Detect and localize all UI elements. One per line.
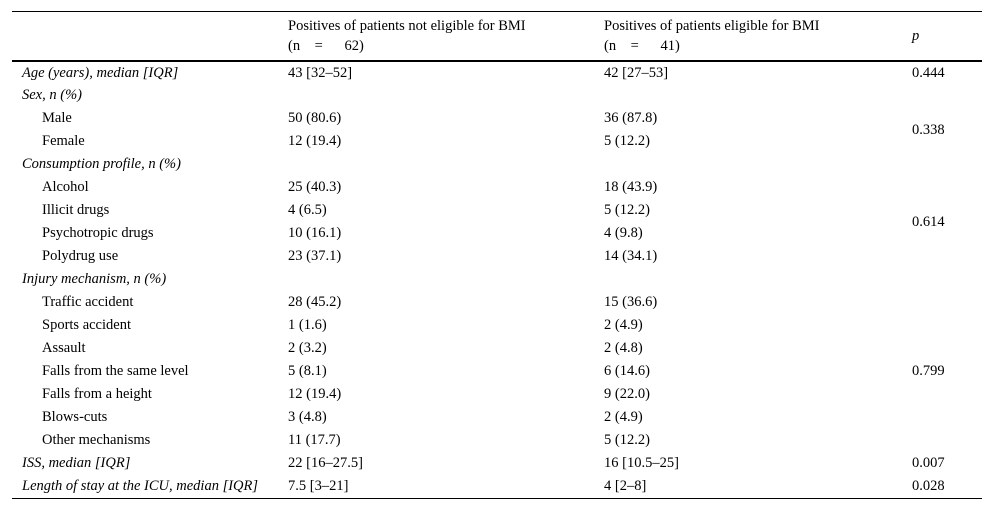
value-eligible: [604, 268, 912, 291]
value-not-eligible: 12 (19.4): [288, 133, 342, 149]
p-value: 0.007: [912, 455, 945, 471]
row-label: Length of stay at the ICU, median [IQR]: [22, 477, 259, 494]
value-eligible: 15 (36.6): [604, 294, 658, 310]
value-eligible: 5 (12.2): [604, 432, 650, 448]
value-eligible: 36 (87.8): [604, 110, 658, 126]
col-header-p: p: [912, 11, 982, 62]
col-header-eligible: Positives of patients eligible for BMI (…: [604, 11, 912, 62]
value-not-eligible: 1 (1.6): [288, 317, 327, 333]
value-eligible: 5 (12.2): [604, 202, 650, 218]
row-label: Age (years), median [IQR]: [22, 64, 179, 81]
table-row-length-of-stay: Length of stay at the ICU, median [IQR] …: [12, 475, 982, 498]
row-label: Sex, n (%): [22, 87, 82, 103]
value-not-eligible: 12 (19.4): [288, 386, 342, 402]
value-eligible: 2 (4.9): [604, 317, 643, 333]
col-header-eligible-n: (n = 41): [604, 38, 680, 54]
value-eligible: 14 (34.1): [604, 248, 658, 264]
p-value: 0.614: [912, 213, 945, 230]
patient-characteristics-table: Positives of patients not eligible for B…: [12, 11, 982, 499]
row-label: Blows-cuts: [42, 409, 108, 425]
col-header-not-eligible-n: (n = 62): [288, 38, 364, 54]
table-row-other-mechanisms: Other mechanisms 11 (17.7) 5 (12.2): [12, 429, 982, 452]
row-label: Psychotropic drugs: [42, 225, 154, 241]
value-eligible: 2 (4.8): [604, 340, 643, 356]
value-not-eligible: [288, 268, 604, 291]
row-label: Other mechanisms: [42, 432, 151, 448]
paper-page: Positives of patients not eligible for B…: [12, 11, 982, 499]
value-eligible: 42 [27–53]: [604, 64, 669, 81]
table-row-traffic-accident: Traffic accident 28 (45.2) 15 (36.6) 0.7…: [12, 291, 982, 379]
value-not-eligible: [288, 153, 604, 176]
value-eligible: 16 [10.5–25]: [604, 455, 679, 471]
table-row-female: Female 12 (19.4) 5 (12.2): [12, 130, 982, 153]
table-row-male: Male 50 (80.6) 36 (87.8) 0.338: [12, 107, 982, 138]
p-value-empty: [912, 84, 982, 107]
value-eligible: 9 (22.0): [604, 386, 650, 402]
row-label: Illicit drugs: [42, 202, 110, 218]
table-row-alcohol: Alcohol 25 (40.3) 18 (43.9) 0.614: [12, 176, 982, 230]
value-not-eligible: 11 (17.7): [288, 432, 341, 448]
table-row-sex-group: Sex, n (%): [12, 84, 982, 107]
value-not-eligible: 4 (6.5): [288, 202, 327, 218]
value-eligible: 4 (9.8): [604, 225, 643, 241]
value-not-eligible: 23 (37.1): [288, 248, 342, 264]
value-not-eligible: 50 (80.6): [288, 110, 342, 126]
row-label: Falls from the same level: [42, 363, 189, 379]
table-row-polydrug-use: Polydrug use 23 (37.1) 14 (34.1): [12, 245, 982, 268]
p-value: 0.799: [912, 363, 945, 379]
value-eligible: 4 [2–8]: [604, 477, 647, 494]
value-not-eligible: 43 [32–52]: [288, 64, 353, 81]
value-not-eligible: 3 (4.8): [288, 409, 327, 425]
value-eligible: [604, 153, 912, 176]
row-label: Alcohol: [42, 179, 89, 195]
table-row-psychotropic-drugs: Psychotropic drugs 10 (16.1) 4 (9.8): [12, 222, 982, 245]
col-header-not-eligible-title: Positives of patients not eligible for B…: [288, 18, 526, 34]
table-row-falls-same-level: Falls from the same level 5 (8.1) 6 (14.…: [12, 360, 982, 383]
value-eligible: 6 (14.6): [604, 363, 650, 379]
row-label: Traffic accident: [42, 294, 134, 310]
value-eligible: 2 (4.9): [604, 409, 643, 425]
table-row-injury-group: Injury mechanism, n (%): [12, 268, 982, 291]
value-not-eligible: 5 (8.1): [288, 363, 327, 379]
row-label: Assault: [42, 340, 86, 356]
table-row-falls-height: Falls from a height 12 (19.4) 9 (22.0): [12, 383, 982, 406]
table-row-age: Age (years), median [IQR] 43 [32–52] 42 …: [12, 61, 982, 84]
table-row-iss: ISS, median [IQR] 22 [16–27.5] 16 [10.5–…: [12, 452, 982, 475]
row-label: Sports accident: [42, 317, 131, 333]
table-row-consumption-group: Consumption profile, n (%): [12, 153, 982, 176]
value-not-eligible: 10 (16.1): [288, 225, 342, 241]
p-value-empty: [912, 268, 982, 291]
value-eligible: 5 (12.2): [604, 133, 650, 149]
row-label: Consumption profile, n (%): [22, 156, 181, 172]
row-label: Female: [42, 133, 85, 149]
col-header-eligible-title: Positives of patients eligible for BMI: [604, 18, 820, 34]
col-header-not-eligible: Positives of patients not eligible for B…: [288, 11, 604, 62]
table-row-blows-cuts: Blows-cuts 3 (4.8) 2 (4.9): [12, 406, 982, 429]
table-row-illicit-drugs: Illicit drugs 4 (6.5) 5 (12.2): [12, 199, 982, 222]
row-label: Polydrug use: [42, 248, 119, 264]
header-row: Positives of patients not eligible for B…: [12, 11, 982, 62]
value-not-eligible: 22 [16–27.5]: [288, 455, 363, 471]
table-row-sports-accident: Sports accident 1 (1.6) 2 (4.9): [12, 314, 982, 337]
row-label: Injury mechanism, n (%): [22, 271, 167, 287]
p-value: 0.444: [912, 64, 945, 81]
row-label: Male: [42, 110, 72, 126]
p-value: 0.028: [912, 477, 945, 494]
value-eligible: 18 (43.9): [604, 179, 658, 195]
value-not-eligible: [288, 84, 604, 107]
col-header-empty: [12, 11, 288, 62]
p-value: 0.338: [912, 121, 945, 138]
row-label: Falls from a height: [42, 386, 152, 402]
value-not-eligible: 25 (40.3): [288, 179, 342, 195]
value-not-eligible: 7.5 [3–21]: [288, 477, 349, 494]
p-value-empty: [912, 153, 982, 176]
value-eligible: [604, 84, 912, 107]
table-row-assault: Assault 2 (3.2) 2 (4.8): [12, 337, 982, 360]
value-not-eligible: 2 (3.2): [288, 340, 327, 356]
value-not-eligible: 28 (45.2): [288, 294, 342, 310]
row-label: ISS, median [IQR]: [22, 455, 131, 471]
